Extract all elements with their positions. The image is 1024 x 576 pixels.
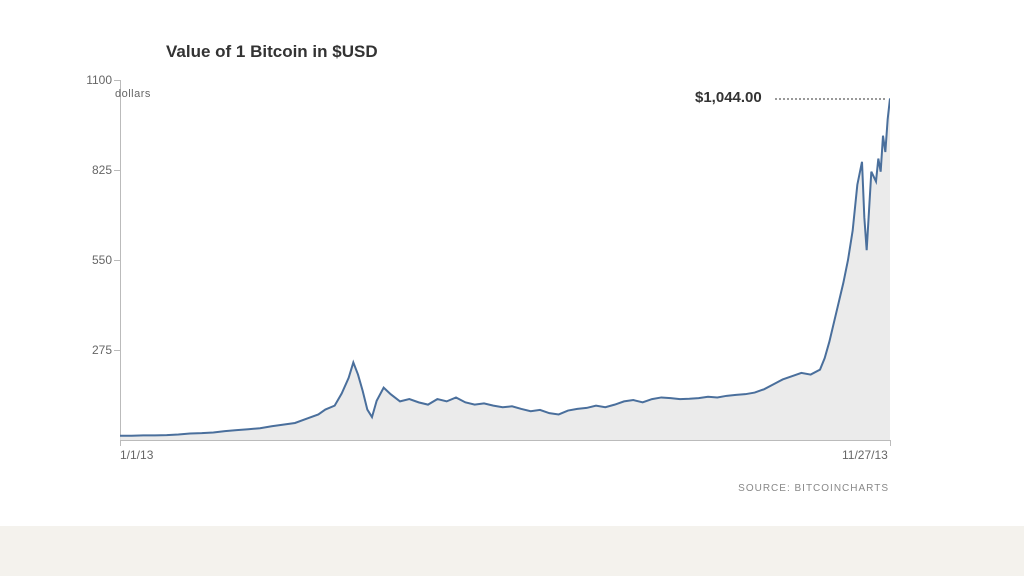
chart-plot bbox=[120, 80, 890, 440]
area-fill bbox=[120, 98, 890, 440]
y-axis-unit-label: dollars bbox=[115, 88, 151, 100]
chart-title: Value of 1 Bitcoin in $USD bbox=[166, 42, 378, 62]
footer-band bbox=[0, 526, 1024, 576]
y-tick bbox=[114, 170, 120, 171]
y-tick bbox=[114, 80, 120, 81]
y-tick-label: 550 bbox=[92, 253, 112, 267]
y-tick-label: 825 bbox=[92, 163, 112, 177]
x-tick bbox=[890, 440, 891, 446]
callout-label: $1,044.00 bbox=[695, 89, 762, 106]
x-tick bbox=[120, 440, 121, 446]
x-tick-label: 1/1/13 bbox=[120, 448, 153, 462]
x-axis-line bbox=[120, 440, 890, 441]
y-tick bbox=[114, 350, 120, 351]
y-tick-label: 275 bbox=[92, 343, 112, 357]
x-tick-label: 11/27/13 bbox=[842, 448, 888, 462]
chart-container: Value of 1 Bitcoin in $USD 275 550 825 1100… bbox=[0, 0, 1024, 576]
source-text: SOURCE: BITCOINCHARTS bbox=[738, 483, 889, 494]
callout-line bbox=[775, 98, 885, 101]
y-tick-label: 1100 bbox=[86, 73, 112, 87]
y-tick bbox=[114, 260, 120, 261]
